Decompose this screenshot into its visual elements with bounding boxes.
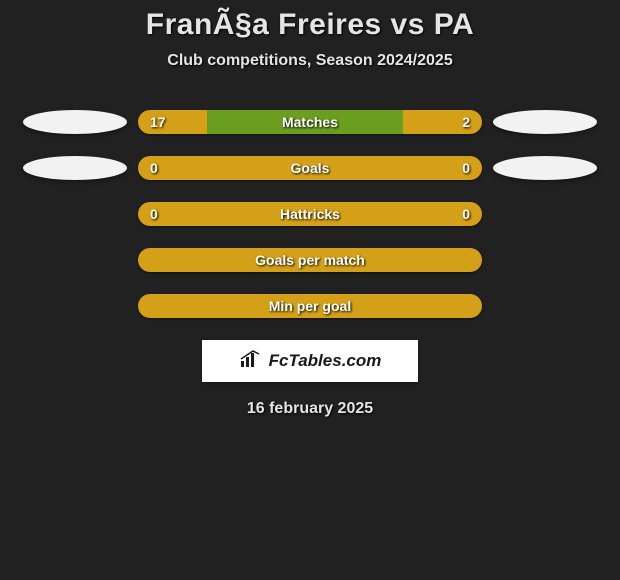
stat-bar-hattricks: 0 Hattricks 0 [138,202,482,226]
stat-label: Min per goal [138,294,482,318]
stat-label: Goals per match [138,248,482,272]
player-right-avatar [493,110,597,134]
stat-row-matches: 17 Matches 2 [0,110,620,134]
stat-right-value: 0 [462,202,470,226]
stat-right-value: 2 [462,110,470,134]
chart-icon [239,349,265,374]
player-left-avatar-slot [18,110,138,134]
player-left-avatar [23,110,127,134]
player-right-avatar-slot [482,110,602,134]
player-right-avatar-slot [482,156,602,180]
stat-row-min-per-goal: Min per goal [0,294,620,318]
stat-bar-matches: 17 Matches 2 [138,110,482,134]
stat-row-goals-per-match: Goals per match [0,248,620,272]
date-line: 16 february 2025 [0,400,620,418]
stat-label: Goals [138,156,482,180]
stat-label: Matches [138,110,482,134]
stat-right-value: 0 [462,156,470,180]
branding-badge[interactable]: FcTables.com [202,340,418,382]
stat-label: Hattricks [138,202,482,226]
player-right-avatar [493,156,597,180]
stat-bar-goals-per-match: Goals per match [138,248,482,272]
stat-bar-min-per-goal: Min per goal [138,294,482,318]
stat-row-hattricks: 0 Hattricks 0 [0,202,620,226]
player-left-avatar [23,156,127,180]
season-subtitle: Club competitions, Season 2024/2025 [0,52,620,70]
stat-bar-goals: 0 Goals 0 [138,156,482,180]
page-title: FranÃ§a Freires vs PA [0,8,620,42]
stat-row-goals: 0 Goals 0 [0,156,620,180]
branding-text: FcTables.com [269,351,382,371]
player-left-avatar-slot [18,156,138,180]
